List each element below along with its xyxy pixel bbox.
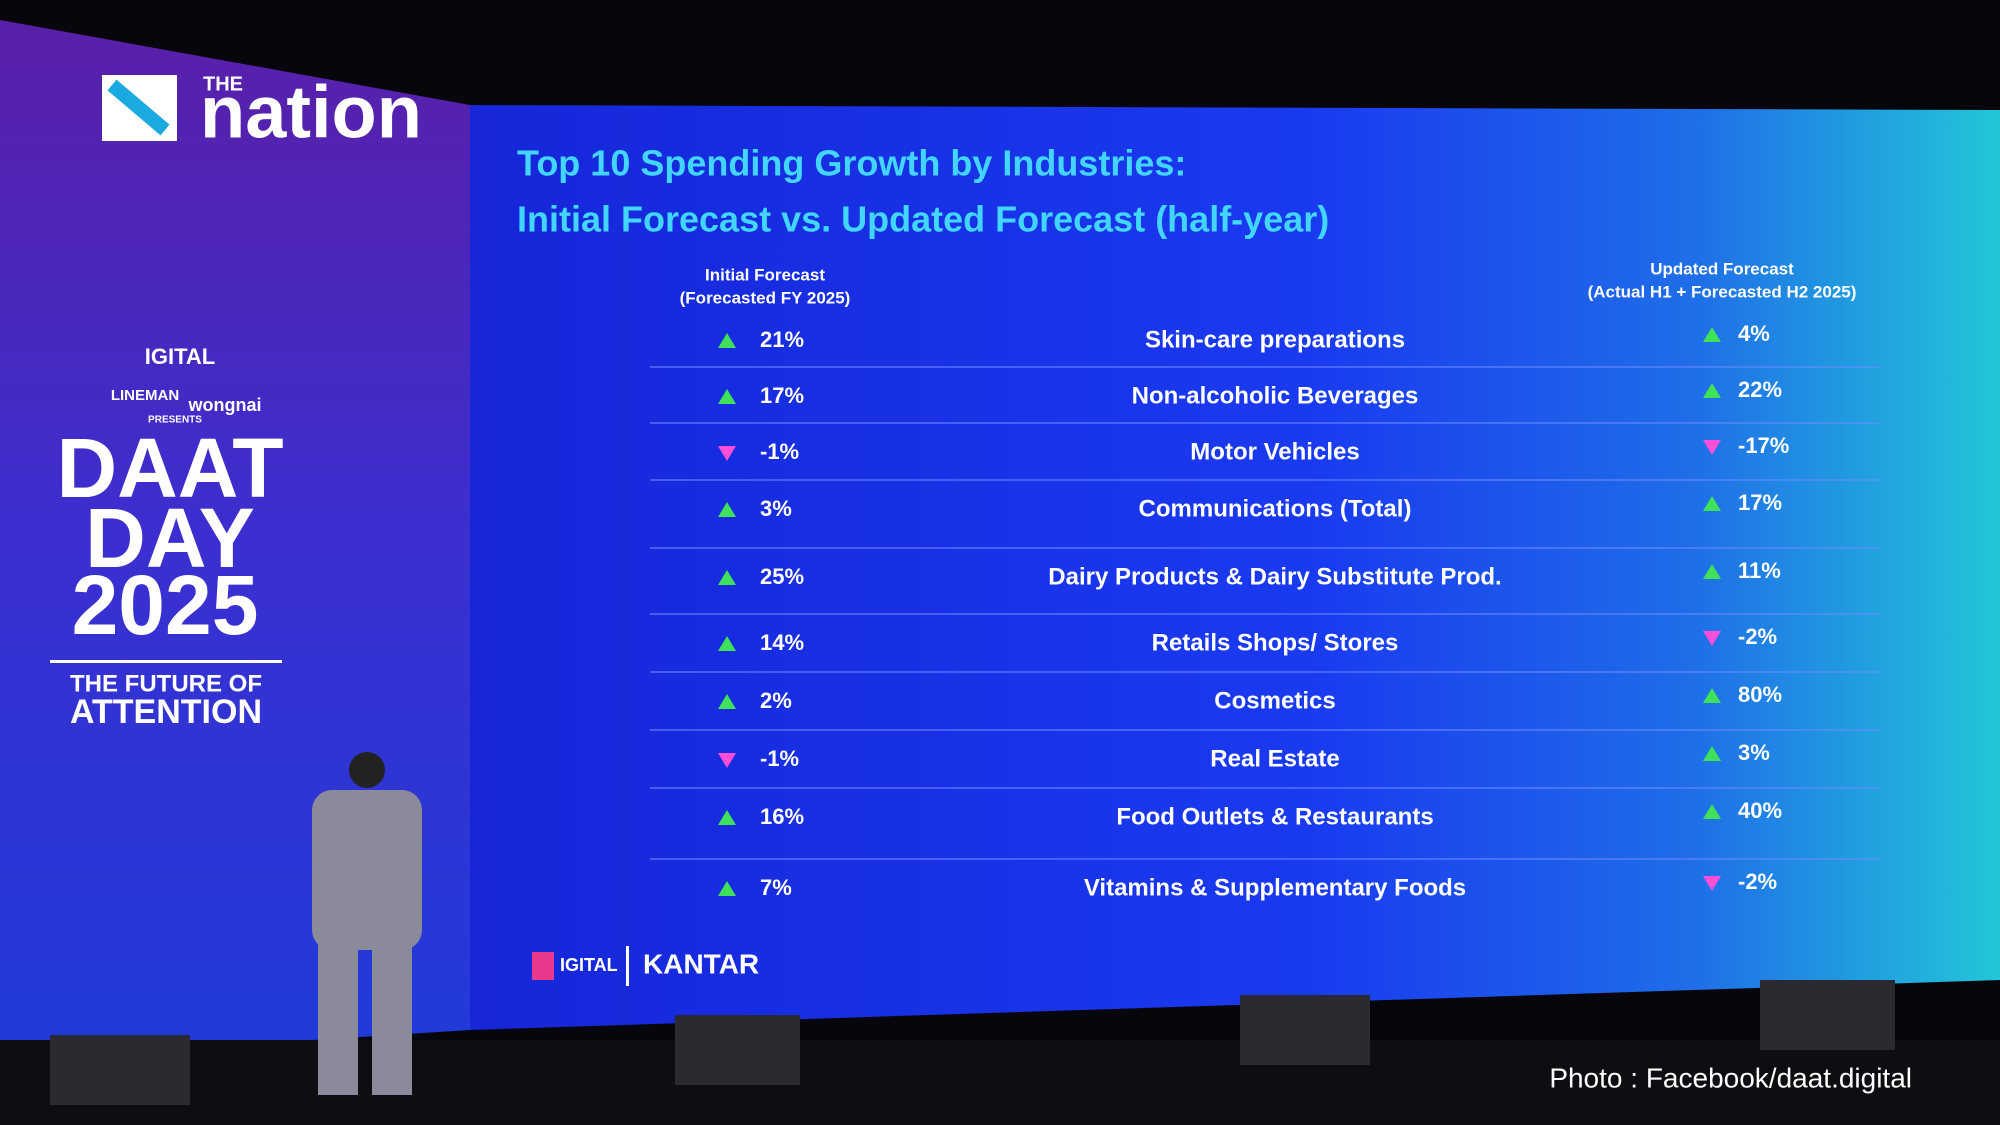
initial-value: 2% — [760, 688, 792, 713]
industry: Motor Vehicles — [1190, 438, 1359, 465]
initial-value: 16% — [760, 804, 804, 829]
slide-title: Initial Forecast vs. Updated Forecast (h… — [517, 199, 1329, 240]
initial-value: 21% — [760, 327, 804, 352]
arrow-down — [1703, 876, 1721, 891]
logo-small: THE — [203, 73, 243, 95]
updated-value: 3% — [1738, 740, 1770, 765]
initial-value: 3% — [760, 496, 792, 521]
logo-mark-stroke — [107, 79, 170, 136]
event-name: DAY — [85, 491, 255, 585]
initial-value: -1% — [760, 439, 799, 464]
industry: Skin-care preparations — [1145, 326, 1405, 353]
initial-value: 17% — [760, 383, 804, 408]
arrow-up — [718, 389, 736, 404]
tagline: ATTENTION — [70, 693, 262, 731]
updated-value: -2% — [1738, 624, 1777, 649]
arrow-down — [718, 446, 736, 461]
arrow-up — [718, 333, 736, 348]
updated-value: 17% — [1738, 490, 1782, 515]
footer-brand: IGITAL — [560, 955, 618, 975]
column-header: (Forecasted FY 2025) — [680, 288, 851, 307]
event-year: 2025 — [72, 558, 259, 652]
arrow-up — [1703, 688, 1721, 703]
banner-brand: IGITAL — [145, 344, 215, 369]
column-header: Updated Forecast — [1650, 259, 1794, 278]
updated-value: 22% — [1738, 377, 1782, 402]
arrow-up — [1703, 327, 1721, 342]
arrow-up — [718, 810, 736, 825]
industry: Dairy Products & Dairy Substitute Prod. — [1048, 563, 1501, 590]
updated-value: 80% — [1738, 682, 1782, 707]
updated-value: -17% — [1738, 433, 1789, 458]
speakers-boxes — [50, 980, 1895, 1105]
arrow-up — [718, 636, 736, 651]
updated-value: -2% — [1738, 869, 1777, 894]
arrow-down — [1703, 440, 1721, 455]
industry: Vitamins & Supplementary Foods — [1084, 874, 1466, 901]
photo-credit: Photo : Facebook/daat.digital — [1549, 1062, 1912, 1093]
slide-title: Top 10 Spending Growth by Industries: — [517, 143, 1186, 184]
arrow-up — [718, 570, 736, 585]
tagline: THE FUTURE OF — [70, 670, 262, 697]
table: 21% Skin-care preparations 4% 17% Non-alcoho… — [650, 321, 1880, 901]
logo-main: nation — [200, 71, 422, 154]
column-header: (Actual H1 + Forecasted H2 2025) — [1588, 282, 1857, 301]
arrow-up — [1703, 804, 1721, 819]
arrow-up — [1703, 496, 1721, 511]
industry: Non-alcoholic Beverages — [1132, 382, 1419, 409]
event-name: DAAT — [56, 421, 283, 515]
arrow-up — [1703, 746, 1721, 761]
banner-sponsor: wongnai — [188, 395, 262, 415]
arrow-up — [718, 881, 736, 896]
initial-value: 14% — [760, 630, 804, 655]
column-header: Initial Forecast — [705, 265, 825, 284]
initial-value: 25% — [760, 564, 804, 589]
arrow-down — [1703, 631, 1721, 646]
divider — [50, 660, 282, 663]
arrow-up — [718, 502, 736, 517]
updated-value: 40% — [1738, 798, 1782, 823]
footer-divider — [626, 946, 629, 986]
banner-sponsor: LINEMAN — [111, 387, 179, 404]
industry: Food Outlets & Restaurants — [1116, 803, 1433, 830]
main-screen — [470, 105, 2000, 1030]
initial-value: 7% — [760, 875, 792, 900]
industry: Cosmetics — [1214, 687, 1335, 714]
speaker — [312, 752, 422, 1095]
banner-presents: PRESENTS — [148, 415, 202, 426]
updated-value: 4% — [1738, 321, 1770, 346]
industry: Communications (Total) — [1139, 495, 1412, 522]
footer-partner: KANTAR — [643, 948, 759, 979]
updated-value: 11% — [1738, 558, 1781, 583]
industry: Real Estate — [1210, 745, 1339, 772]
industry: Retails Shops/ Stores — [1152, 629, 1399, 656]
footer-logo — [532, 952, 554, 980]
arrow-down — [718, 753, 736, 768]
arrow-up — [718, 694, 736, 709]
arrow-up — [1703, 564, 1721, 579]
initial-value: -1% — [760, 746, 799, 771]
arrow-up — [1703, 383, 1721, 398]
